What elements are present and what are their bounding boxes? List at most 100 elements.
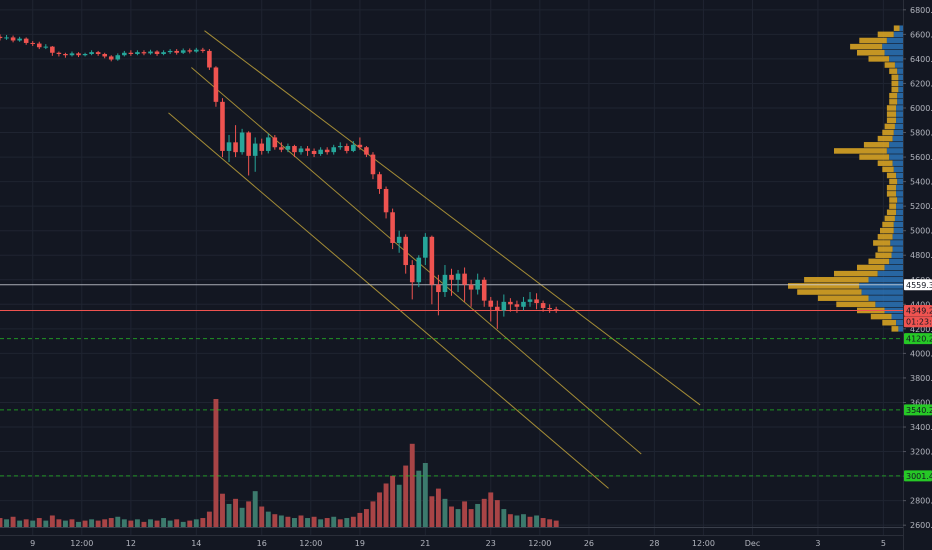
candle bbox=[252, 137, 258, 172]
volume-profile-row-down bbox=[889, 99, 898, 105]
candle-body bbox=[226, 142, 232, 151]
price-tick-label: 2600.0 bbox=[910, 521, 932, 530]
volume-bar bbox=[488, 492, 494, 527]
candle bbox=[95, 50, 101, 56]
price-tick-label: 6800.0 bbox=[910, 6, 932, 15]
volume-profile-row-down bbox=[880, 227, 894, 234]
volume-bar bbox=[220, 493, 225, 527]
candle-body bbox=[148, 51, 153, 54]
volume-profile-row-down bbox=[889, 92, 898, 99]
candle bbox=[423, 233, 428, 266]
price-tick-label: 5600.0 bbox=[910, 153, 932, 162]
candle-body bbox=[17, 38, 22, 41]
candle bbox=[265, 133, 271, 154]
candle bbox=[207, 49, 212, 70]
volume-bar bbox=[363, 509, 369, 527]
volume-profile-row-down bbox=[884, 215, 895, 222]
volume-profile-row-up bbox=[894, 215, 903, 222]
volume-profile-row-down bbox=[857, 50, 885, 56]
candle-body bbox=[246, 132, 251, 156]
candle-body bbox=[167, 50, 173, 53]
candle bbox=[233, 125, 238, 158]
candle bbox=[298, 146, 304, 155]
volume-profile-row-up bbox=[896, 191, 903, 197]
volume-profile-row-up bbox=[898, 86, 903, 93]
price-label-badge: 01:23:06 bbox=[904, 316, 932, 328]
volume-bar bbox=[272, 514, 278, 527]
volume-profile-row-down bbox=[859, 37, 887, 44]
candle bbox=[122, 50, 127, 57]
volume-profile-row-down bbox=[877, 160, 893, 166]
time-tick-label: 9 bbox=[30, 539, 35, 548]
candle-body bbox=[259, 143, 265, 151]
volume-bar bbox=[494, 500, 500, 527]
volume-bar bbox=[141, 521, 147, 527]
candle-body bbox=[475, 279, 480, 290]
candle-body bbox=[23, 38, 29, 43]
volume-profile-row-up bbox=[877, 270, 903, 277]
channel-line bbox=[191, 67, 642, 455]
price-tick-label: 3200.0 bbox=[910, 448, 932, 457]
volume-bar bbox=[239, 507, 245, 527]
candle bbox=[141, 50, 147, 56]
price-tick-label: 5800.0 bbox=[910, 129, 932, 138]
candle bbox=[102, 52, 107, 59]
candle-body bbox=[4, 37, 9, 39]
candle bbox=[69, 51, 75, 57]
volume-profile-row-up bbox=[859, 283, 903, 289]
volume-profile-row-up bbox=[889, 56, 903, 62]
volume-profile-row-down bbox=[788, 283, 860, 289]
volume-profile-row-up bbox=[899, 25, 903, 31]
candle bbox=[364, 146, 369, 158]
candle-body bbox=[207, 50, 212, 68]
volume-bar bbox=[95, 520, 101, 527]
volume-bar bbox=[121, 519, 127, 527]
volume-profile-row-down bbox=[857, 264, 885, 271]
volume-profile-row-down bbox=[836, 301, 876, 308]
candle-body bbox=[324, 149, 330, 153]
candle bbox=[43, 44, 49, 50]
candle bbox=[455, 269, 461, 293]
candle bbox=[292, 144, 297, 158]
volume-profile-row-down bbox=[886, 111, 897, 117]
candle bbox=[318, 147, 323, 156]
volume-bar bbox=[324, 518, 330, 527]
volume-profile-row-up bbox=[898, 326, 903, 332]
volume-bars bbox=[0, 399, 559, 527]
volume-profile-row-up bbox=[892, 160, 903, 166]
volume-bar bbox=[10, 516, 16, 527]
price-tick-label: 4800.0 bbox=[910, 251, 932, 260]
volume-profile-row-up bbox=[897, 92, 903, 99]
candle-body bbox=[161, 52, 166, 54]
volume-bar bbox=[161, 518, 167, 527]
volume-profile-row-up bbox=[893, 31, 903, 38]
candle-body bbox=[377, 174, 382, 189]
candle-body bbox=[43, 46, 49, 48]
candle bbox=[246, 131, 251, 176]
price-label-badge: 4120.2 bbox=[904, 333, 932, 345]
volume-bar bbox=[102, 519, 108, 527]
candle-body bbox=[364, 147, 369, 155]
volume-profile-row-down bbox=[886, 184, 897, 191]
price-label-background bbox=[904, 316, 932, 328]
price-tick-label: 6400.0 bbox=[910, 55, 932, 64]
volume-bar bbox=[154, 520, 160, 527]
volume-profile-row-up bbox=[892, 234, 903, 240]
candle-body bbox=[501, 301, 507, 311]
candle bbox=[213, 66, 219, 107]
candle bbox=[409, 260, 415, 300]
candle bbox=[23, 37, 29, 45]
price-label-badge: 3540.2 bbox=[904, 404, 932, 416]
candle-body bbox=[442, 274, 448, 293]
volume-bar bbox=[265, 511, 271, 527]
candle-body bbox=[423, 236, 428, 258]
time-tick-label: 28 bbox=[649, 539, 659, 548]
volume-bar bbox=[128, 520, 134, 527]
candle-body bbox=[390, 212, 395, 243]
candle-body bbox=[521, 301, 526, 307]
volume-bar bbox=[17, 520, 23, 527]
candle bbox=[220, 98, 225, 158]
candle bbox=[194, 47, 199, 53]
